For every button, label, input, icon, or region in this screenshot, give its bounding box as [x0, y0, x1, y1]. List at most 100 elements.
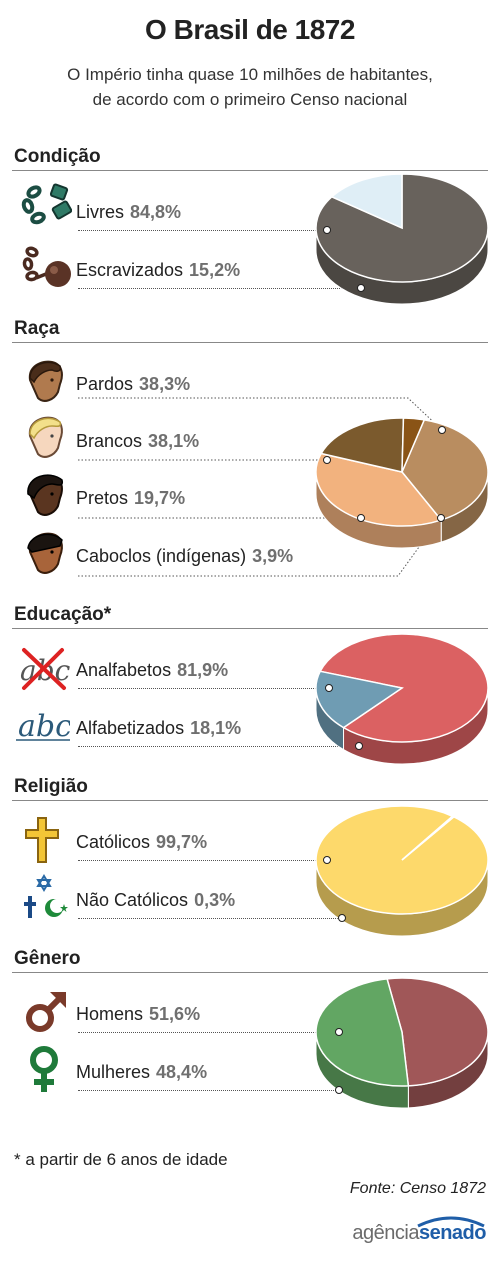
legend-item-alfabetizados: Alfabetizados 18,1%	[76, 718, 241, 739]
leader-dot	[437, 514, 445, 522]
item-label: Não Católicos	[76, 890, 189, 910]
abc-handwriting-icon: abc	[16, 709, 70, 744]
item-value: 51,6%	[149, 1004, 201, 1024]
female-symbol-icon	[30, 1046, 58, 1092]
leader-dot	[357, 514, 365, 522]
item-value: 99,7%	[156, 832, 208, 852]
leader-dot	[325, 684, 333, 692]
pie-slice-alfabetizados	[315, 670, 404, 729]
pie-chart-educacao	[315, 633, 489, 765]
section-title-condicao: Condição	[14, 146, 101, 167]
leader-dot	[323, 856, 331, 864]
legend-item-livres: Livres 84,8%	[76, 202, 181, 223]
legend-item-homens: Homens 51,6%	[76, 1004, 200, 1025]
star-cross-crescent-icon	[24, 874, 68, 918]
leader-dot	[438, 426, 446, 434]
pie-slice-escravizados	[330, 173, 403, 230]
crossed-abc-icon: abc	[20, 648, 70, 690]
legend-item-caboclos: Caboclos (indígenas) 3,9%	[76, 546, 293, 567]
leader-line	[78, 1090, 338, 1091]
item-value: 15,2%	[189, 260, 241, 280]
item-value: 3,9%	[252, 546, 294, 566]
section-rule	[12, 342, 488, 343]
svg-text:abc: abc	[18, 709, 70, 744]
legend-item-mulheres: Mulheres 48,4%	[76, 1062, 207, 1083]
preto-face-icon	[27, 474, 64, 516]
pie-chart-religiao	[315, 805, 489, 937]
brand-arc-icon	[417, 1216, 485, 1228]
item-label: Brancos	[76, 431, 143, 451]
subtitle-line-2: de acordo com o primeiro Censo nacional	[92, 90, 408, 109]
item-label: Homens	[76, 1004, 144, 1024]
legend-item-pardos: Pardos 38,3%	[76, 374, 190, 395]
leader-line	[78, 230, 326, 231]
section-title-genero: Gênero	[14, 948, 81, 969]
cross-icon	[25, 817, 59, 863]
leader-line	[78, 288, 360, 289]
leader-line	[78, 1032, 338, 1033]
item-value: 38,1%	[148, 431, 200, 451]
legend-item-analfabetos: Analfabetos 81,9%	[76, 660, 228, 681]
pie-slice-analfabetos	[319, 633, 489, 743]
leader-dot	[323, 226, 331, 234]
ball-and-chain-icon	[22, 246, 71, 287]
item-value: 81,9%	[177, 660, 229, 680]
branco-face-icon	[28, 416, 63, 458]
legend-item-brancos: Brancos 38,1%	[76, 431, 199, 452]
male-symbol-icon	[26, 992, 66, 1032]
caboclo-face-icon	[27, 532, 63, 574]
pie-chart-genero	[315, 977, 489, 1109]
page-subtitle: O Império tinha quase 10 milhões de habi…	[0, 62, 500, 112]
section-rule	[12, 972, 488, 973]
section-title-educacao: Educação*	[14, 604, 112, 625]
pie-slice-caboclos-ind-genas-	[401, 417, 426, 473]
pie-slice-pretos	[320, 417, 405, 473]
section-title-raca: Raça	[14, 318, 60, 339]
item-label: Livres	[76, 202, 125, 222]
leader-line	[78, 918, 340, 919]
item-label: Caboclos (indígenas)	[76, 546, 247, 566]
broken-chain-icon	[21, 183, 72, 225]
pie-slice-brancos	[315, 452, 443, 527]
item-label: Pretos	[76, 488, 129, 508]
brand-logo: agênciasenado	[352, 1222, 486, 1245]
item-value: 18,1%	[190, 718, 242, 738]
section-title-religiao: Religião	[14, 776, 88, 797]
footnote: * a partir de 6 anos de idade	[14, 1150, 228, 1169]
legend-item-pretos: Pretos 19,7%	[76, 488, 185, 509]
leader-dot	[335, 1028, 343, 1036]
subtitle-line-1: O Império tinha quase 10 milhões de habi…	[67, 65, 433, 84]
legend-item-escravizados: Escravizados 15,2%	[76, 260, 240, 281]
source-note: Fonte: Censo 1872	[349, 1180, 486, 1197]
item-value: 0,3%	[194, 890, 236, 910]
leader-line	[78, 688, 328, 689]
leader-dot	[335, 1086, 343, 1094]
leader-dot	[323, 456, 331, 464]
section-rule	[12, 628, 488, 629]
item-label: Católicos	[76, 832, 151, 852]
page-title: O Brasil de 1872	[145, 14, 355, 45]
leader-dot	[355, 742, 363, 750]
pie-slice-pardos	[401, 419, 489, 521]
leader-dot	[338, 914, 346, 922]
pardo-face-icon	[28, 360, 63, 402]
pie-slice-homens	[386, 977, 489, 1087]
item-value: 84,8%	[130, 202, 182, 222]
item-label: Analfabetos	[76, 660, 172, 680]
item-label: Escravizados	[76, 260, 184, 280]
pie-chart-raca	[315, 417, 489, 549]
leader-line	[78, 746, 358, 747]
pie-slice-livres	[315, 173, 489, 283]
section-rule	[12, 800, 488, 801]
item-label: Pardos	[76, 374, 134, 394]
brand-part-2: senado	[418, 1222, 487, 1244]
item-value: 48,4%	[156, 1062, 208, 1082]
legend-item-catolicos: Católicos 99,7%	[76, 832, 207, 853]
item-label: Alfabetizados	[76, 718, 185, 738]
item-value: 38,3%	[139, 374, 191, 394]
brand-part-1: agência	[352, 1222, 419, 1244]
pie-slice-mulheres	[315, 978, 410, 1087]
item-label: Mulheres	[76, 1062, 151, 1082]
section-rule	[12, 170, 488, 171]
leader-line	[78, 860, 326, 861]
